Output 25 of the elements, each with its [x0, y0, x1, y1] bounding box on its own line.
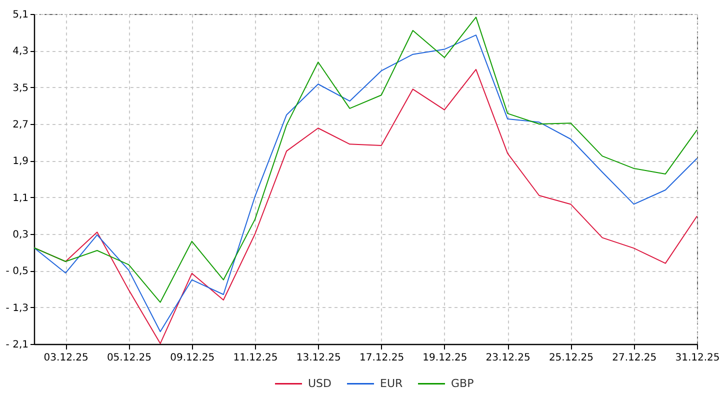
y-tick-label: 0,3 [12, 230, 28, 240]
y-tick-label: 1,9 [12, 156, 28, 168]
y-tick-label: 5,1 [12, 10, 28, 20]
x-tick-label: 19.12.25 [422, 352, 468, 364]
y-tick-label: - 0,5 [6, 266, 28, 278]
legend-label: USD [308, 376, 332, 390]
x-tick-label: 17.12.25 [360, 352, 404, 364]
y-tick-label: 2,7 [12, 120, 28, 130]
y-tick-label: - 1,3 [6, 302, 28, 314]
x-tick-label: 13.12.25 [296, 352, 341, 364]
line-series [34, 16, 698, 303]
x-tick-label: 09.12.25 [170, 352, 215, 364]
y-tick-label: 4,3 [12, 46, 28, 58]
x-tick-label: 25.12.25 [548, 352, 594, 364]
y-tick-label: 1,1 [12, 192, 28, 204]
x-tick-label: 05.12.25 [106, 352, 152, 364]
y-tick-label: 3,5 [12, 82, 28, 94]
legend-label: EUR [380, 376, 403, 390]
y-tick-label: - 2,1 [6, 340, 28, 350]
x-tick-label: 03.12.25 [44, 352, 88, 364]
x-tick-label: 27.12.25 [612, 352, 657, 364]
x-tick-label: 11.12.25 [233, 352, 278, 364]
x-tick-label: 31.12.25 [675, 352, 720, 364]
legend-label: GBP [451, 376, 474, 390]
x-tick-label: 23.12.25 [486, 352, 530, 364]
